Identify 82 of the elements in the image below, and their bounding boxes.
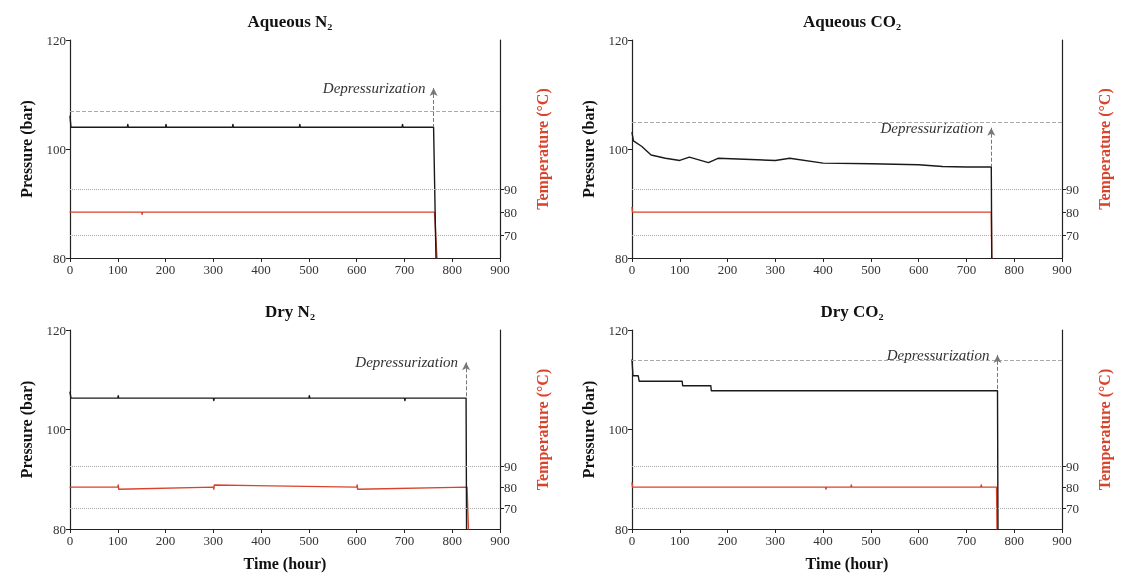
x-tick-label: 0 (628, 262, 636, 277)
x-tick-label: 100 (670, 262, 690, 277)
x-tick-label: 400 (813, 262, 833, 277)
x-tick-label: 300 (203, 262, 224, 277)
y2-tick-label: 70 (1066, 227, 1079, 243)
x-tick-label: 800 (442, 533, 462, 548)
y-axis-title: Pressure (bar) (579, 380, 598, 479)
annotation: Depressurization (354, 354, 459, 371)
y2-tick-label: 80 (1066, 479, 1079, 495)
x-tick-label: 900 (490, 262, 510, 277)
y2-tick-label: 80 (1066, 204, 1079, 220)
x-tick-label: 300 (203, 533, 224, 548)
x-tick-label: 600 (908, 533, 929, 548)
y-tick-label: 100 (608, 422, 628, 437)
y2-tick-label: 70 (1066, 500, 1079, 516)
x-tick-label: 700 (956, 533, 977, 548)
y-axis-title: Pressure (bar) (17, 380, 36, 479)
x-tick-label: 300 (765, 533, 786, 548)
chart-title: Dry CO₂ (820, 302, 884, 321)
chart-title: Aqueous CO₂ (802, 12, 902, 31)
x-tick-label: 500 (861, 533, 881, 548)
x-tick-label: 800 (1004, 262, 1024, 277)
y2-tick-label: 70 (504, 227, 517, 243)
y-tick-label: 120 (46, 32, 66, 48)
x-tick-label: 400 (251, 533, 271, 548)
y-axis-title: Pressure (bar) (579, 100, 598, 198)
x-tick-label: 800 (442, 262, 462, 277)
y2-tick-label: 90 (1066, 458, 1079, 474)
y-tick-label: 100 (46, 141, 66, 157)
x-tick-label: 900 (490, 533, 510, 548)
y2-tick-label: 80 (504, 479, 517, 495)
annotation: Depressurization (879, 119, 984, 136)
annotation: Depressurization (321, 79, 426, 96)
x-tick-label: 0 (66, 533, 74, 548)
x-tick-label: 400 (813, 533, 833, 548)
y-tick-label: 120 (608, 32, 628, 48)
x-tick-label: 400 (251, 262, 271, 277)
x-tick-label: 200 (155, 533, 176, 548)
x-tick-label: 0 (628, 533, 636, 548)
x-tick-label: 500 (299, 262, 319, 277)
y2-tick-label: 80 (504, 204, 517, 220)
y-tick-label: 80 (53, 521, 66, 537)
x-tick-label: 100 (670, 533, 690, 548)
y-tick-label: 120 (46, 322, 66, 338)
y2-axis-title: Temperature (°C) (533, 88, 552, 210)
x-tick-label: 800 (1004, 533, 1024, 548)
chart-title: Aqueous N₂ (247, 12, 333, 31)
y2-axis-title: Temperature (°C) (1095, 368, 1114, 491)
x-axis-title: Time (hour) (805, 554, 889, 573)
y2-axis-title: Temperature (°C) (1095, 88, 1114, 210)
annotation: Depressurization (885, 346, 990, 363)
x-tick-label: 900 (1052, 533, 1072, 548)
y-tick-label: 80 (53, 250, 66, 266)
y-axis-title: Pressure (bar) (17, 100, 36, 198)
x-tick-label: 200 (717, 262, 738, 277)
y-tick-label: 80 (615, 521, 628, 537)
x-tick-label: 500 (861, 262, 881, 277)
x-tick-label: 100 (108, 262, 128, 277)
y-tick-label: 120 (608, 322, 628, 338)
y2-axis-title: Temperature (°C) (533, 368, 552, 491)
x-tick-label: 100 (108, 533, 128, 548)
chart-title: Dry N₂ (265, 302, 315, 321)
y2-tick-label: 90 (1066, 181, 1079, 197)
x-tick-label: 200 (717, 533, 738, 548)
x-tick-label: 500 (299, 533, 319, 548)
y2-tick-label: 70 (504, 500, 517, 516)
x-tick-label: 700 (394, 262, 415, 277)
y2-tick-label: 90 (504, 181, 517, 197)
y-tick-label: 100 (46, 422, 66, 437)
x-tick-label: 600 (346, 262, 367, 277)
x-tick-label: 300 (765, 262, 786, 277)
x-tick-label: 0 (66, 262, 74, 277)
x-tick-label: 600 (346, 533, 367, 548)
x-tick-label: 600 (908, 262, 929, 277)
y2-tick-label: 90 (504, 458, 517, 474)
y-tick-label: 80 (615, 250, 628, 266)
x-tick-label: 200 (155, 262, 176, 277)
x-tick-label: 700 (956, 262, 977, 277)
x-axis-title: Time (hour) (243, 554, 327, 573)
y-tick-label: 100 (608, 141, 628, 157)
x-tick-label: 700 (394, 533, 415, 548)
x-tick-label: 900 (1052, 262, 1072, 277)
